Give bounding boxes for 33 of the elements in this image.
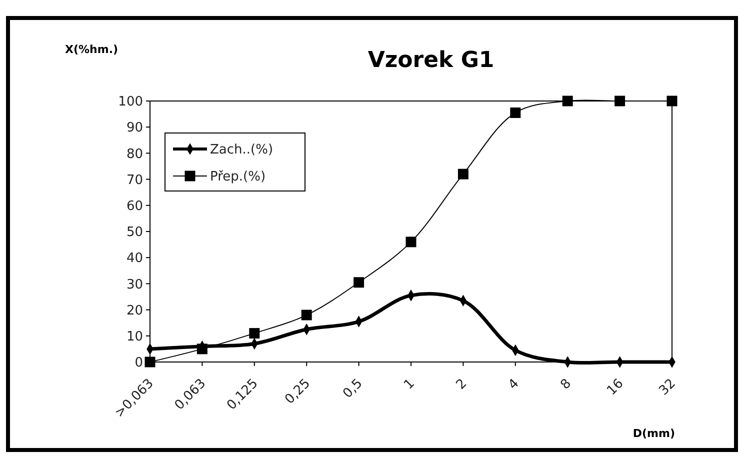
x-tick-label: 1 [401,376,418,393]
legend-label: Přep.(%) [210,170,266,185]
point [562,96,573,106]
chart-title: Vzorek G1 [368,48,494,73]
point [666,96,678,106]
point [406,236,416,248]
point [510,108,521,118]
y-tick-label: 90 [126,120,143,136]
y-tick-label: 50 [126,225,143,240]
x-tick-label: 2 [454,376,470,393]
x-tick-label: 0,5 [340,376,366,402]
y-tick-label: 20 [126,303,143,318]
point [458,168,468,180]
y-tick-label: 80 [126,146,143,162]
point [354,277,364,288]
point [614,96,626,106]
y-tick-label: 0 [134,356,143,371]
x-tick-label: 4 [506,376,522,393]
x-tick-label: 8 [558,376,574,393]
y-tick-label: 70 [126,172,143,188]
y-tick-label: 10 [126,329,143,344]
x-tick-label: 32 [656,376,679,399]
point [301,310,312,320]
y-tick-label: 30 [126,277,143,292]
point [249,328,260,339]
point [144,356,156,368]
legend-label: Zach..(%) [210,142,274,158]
x-tick-label: 16 [604,376,627,399]
y-tick-label: 60 [126,198,143,214]
x-axis-title: D(mm) [632,427,675,440]
y-axis-title: X(%hm.) [65,43,118,56]
y-tick-label: 100 [118,94,143,110]
y-tick-label: 40 [126,251,143,266]
